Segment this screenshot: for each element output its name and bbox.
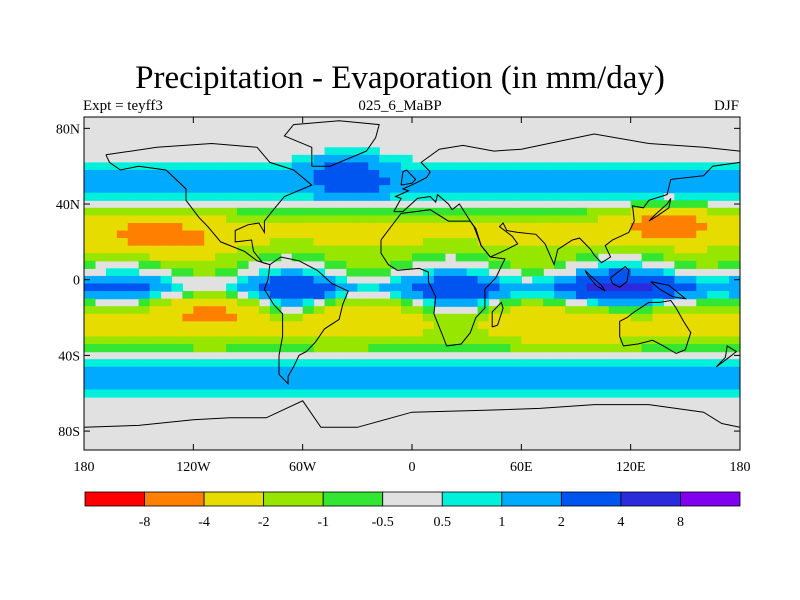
axis-ticks (83, 117, 741, 450)
colorbar-swatch (203, 491, 265, 507)
colorbar-label: 2 (558, 515, 565, 530)
colorbar-label: -4 (198, 515, 210, 530)
lon-tick-label: 60W (289, 460, 317, 475)
chart-title: Precipitation - Evaporation (in mm/day) (135, 60, 665, 96)
lat-axis-labels: 80N 40N 0 40S 80S (56, 122, 80, 440)
colorbar-label: 8 (677, 515, 684, 530)
coastline-segment (584, 269, 606, 292)
coastline-segment (283, 120, 380, 167)
colorbar-swatch (382, 491, 443, 507)
lon-tick-label: 0 (409, 460, 416, 475)
coastline-segment (380, 209, 506, 347)
coastline-segment (650, 281, 688, 300)
lon-tick-label: 180 (730, 460, 751, 475)
coastline-layer (84, 120, 740, 428)
colorbar-label: 0.5 (434, 515, 452, 530)
colorbar-swatch (680, 491, 741, 507)
coastline-segment (84, 400, 740, 428)
colorbar-label: -0.5 (372, 515, 394, 530)
colorbar-label: -2 (258, 515, 270, 530)
colorbar-label: -8 (139, 515, 151, 530)
colorbar-swatch (263, 491, 324, 507)
field-layer (84, 117, 740, 450)
coastline-segment (400, 169, 417, 186)
colorbar-label: -1 (317, 515, 329, 530)
colorbar-labels: -8 -4 -2 -1 -0.5 0.5 1 2 4 8 (139, 515, 684, 530)
season-label: DJF (713, 98, 739, 114)
experiment-label: Expt = teyff3 (83, 98, 163, 114)
coastline-segment (619, 299, 692, 355)
coastline-segment (105, 142, 313, 266)
coastline-segment (648, 198, 672, 222)
colorbar-label: 4 (617, 515, 624, 530)
lat-tick-label: 40S (58, 349, 80, 364)
lat-tick-label: 40N (56, 198, 80, 213)
coastline-segment (263, 256, 349, 386)
colorbar-swatch (501, 491, 562, 507)
lon-tick-label: 60E (510, 460, 533, 475)
lon-tick-label: 120W (176, 460, 211, 475)
colorbar-swatch (84, 491, 145, 507)
coastline-segment (610, 265, 630, 288)
lat-tick-label: 80N (56, 122, 80, 137)
run-label: 025_6_MaBP (358, 98, 442, 114)
colorbar-swatch (620, 491, 681, 507)
coastline-segment (491, 301, 504, 328)
colorbar (84, 491, 741, 507)
coastline-segment (715, 345, 738, 368)
colorbar-swatch (560, 491, 622, 507)
lon-tick-label: 180 (74, 460, 95, 475)
colorbar-label: 1 (498, 515, 505, 530)
lat-tick-label: 0 (73, 274, 80, 289)
colorbar-swatch (322, 491, 384, 507)
lon-tick-label: 120E (616, 460, 646, 475)
lat-tick-label: 80S (58, 425, 80, 440)
colorbar-swatch (144, 491, 205, 507)
colorbar-swatch (441, 491, 503, 507)
lon-axis-labels: 180 120W 60W 0 60E 120E 180 (74, 460, 751, 475)
